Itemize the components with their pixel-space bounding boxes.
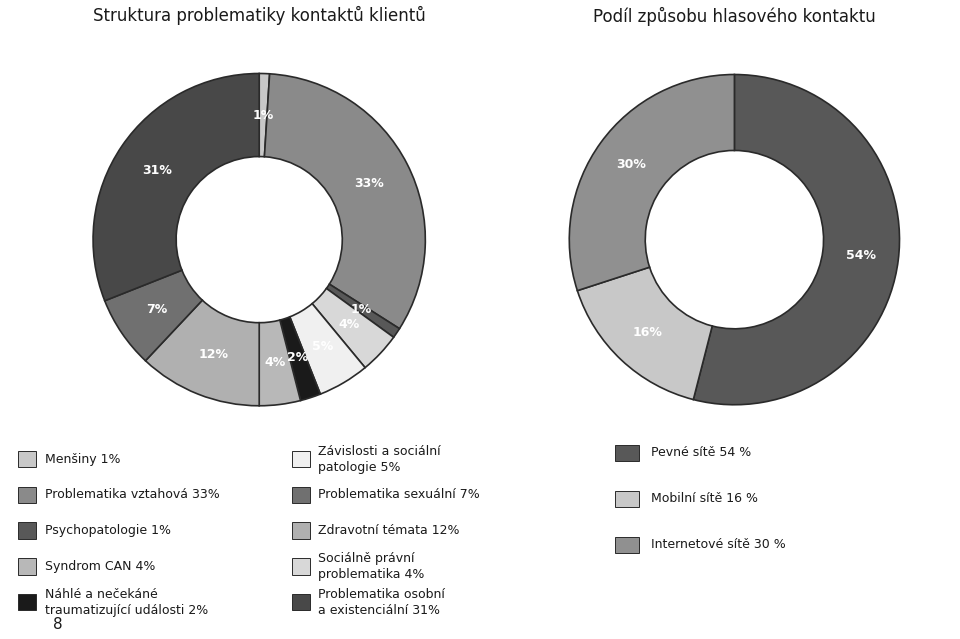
Text: 1%: 1% <box>252 109 274 123</box>
Text: 16%: 16% <box>633 326 662 339</box>
Text: 33%: 33% <box>354 177 384 190</box>
Text: Syndrom CAN 4%: Syndrom CAN 4% <box>44 560 155 573</box>
Bar <box>292 594 309 610</box>
Text: Zdravotní témata 12%: Zdravotní témata 12% <box>319 524 460 537</box>
Wedge shape <box>264 74 425 328</box>
Text: Internetové sítě 30 %: Internetové sítě 30 % <box>651 539 785 551</box>
Text: 31%: 31% <box>142 164 172 176</box>
Text: 8: 8 <box>53 617 62 633</box>
Text: 12%: 12% <box>199 348 228 361</box>
Title: Podíl způsobu hlasového kontaktu: Podíl způsobu hlasového kontaktu <box>593 7 876 26</box>
Wedge shape <box>569 75 734 291</box>
Text: Sociálně právní
problematika 4%: Sociálně právní problematika 4% <box>319 552 425 581</box>
Bar <box>292 487 309 503</box>
Text: 30%: 30% <box>616 158 646 171</box>
Bar <box>18 558 36 574</box>
Wedge shape <box>290 304 365 394</box>
Bar <box>18 451 36 467</box>
Text: Problematika sexuální 7%: Problematika sexuální 7% <box>319 488 480 502</box>
Text: Psychopatologie 1%: Psychopatologie 1% <box>44 524 171 537</box>
Bar <box>292 523 309 539</box>
Text: 7%: 7% <box>146 303 167 316</box>
Wedge shape <box>259 320 300 406</box>
Wedge shape <box>93 73 259 301</box>
Text: 5%: 5% <box>312 340 333 353</box>
Wedge shape <box>577 267 712 399</box>
Title: Struktura problematiky kontaktů klientů: Struktura problematiky kontaktů klientů <box>93 6 425 25</box>
Text: Menšiny 1%: Menšiny 1% <box>44 452 120 466</box>
Text: 1%: 1% <box>351 303 372 316</box>
Wedge shape <box>280 317 321 401</box>
Wedge shape <box>259 73 270 157</box>
Text: 54%: 54% <box>846 249 876 262</box>
Wedge shape <box>312 288 394 367</box>
Bar <box>292 558 309 574</box>
Wedge shape <box>146 300 259 406</box>
Text: 2%: 2% <box>287 351 308 364</box>
Bar <box>18 594 36 610</box>
Text: Pevné sítě 54 %: Pevné sítě 54 % <box>651 447 752 459</box>
Bar <box>18 523 36 539</box>
Text: Problematika vztahová 33%: Problematika vztahová 33% <box>44 488 220 502</box>
Wedge shape <box>326 284 399 337</box>
Bar <box>615 445 638 461</box>
Bar <box>18 487 36 503</box>
Text: 4%: 4% <box>264 356 285 369</box>
Bar <box>615 537 638 553</box>
Text: Závislosti a sociální
patologie 5%: Závislosti a sociální patologie 5% <box>319 445 441 473</box>
Text: Náhlé a nečekáné
traumatizující události 2%: Náhlé a nečekáné traumatizující události… <box>44 588 208 617</box>
Bar <box>292 451 309 467</box>
Text: Problematika osobní
a existenciální 31%: Problematika osobní a existenciální 31% <box>319 588 445 617</box>
Wedge shape <box>105 270 203 361</box>
Bar <box>615 491 638 507</box>
Text: Mobilní sítě 16 %: Mobilní sítě 16 % <box>651 493 758 505</box>
Text: 4%: 4% <box>339 318 360 331</box>
Wedge shape <box>693 75 900 404</box>
